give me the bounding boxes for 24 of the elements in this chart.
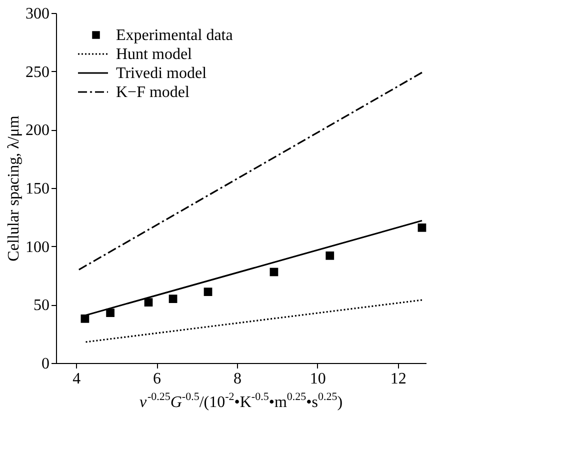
legend-label: Experimental data <box>116 27 233 44</box>
point <box>168 294 178 304</box>
point <box>418 223 426 232</box>
point <box>106 308 114 318</box>
x-tick-label: 12 <box>390 370 406 388</box>
y-tick-label: 300 <box>26 6 50 22</box>
y-tick-label: 50 <box>34 297 50 314</box>
x-tick-label: 6 <box>153 370 162 388</box>
x-tick-label: 8 <box>233 370 242 388</box>
y-tick-label: 250 <box>26 64 50 81</box>
point <box>144 298 153 307</box>
y-tick-label: 0 <box>42 356 50 372</box>
y-tick-label: 100 <box>26 238 50 256</box>
legend-label: Trivedi model <box>116 65 208 82</box>
point <box>326 251 334 260</box>
y-axis-title: Cellular spacing, λ/μm <box>6 115 22 262</box>
y-tick-label: 200 <box>26 122 50 140</box>
point <box>204 288 212 296</box>
point <box>270 268 278 276</box>
legend-label: K−F model <box>116 84 190 101</box>
x-tick-label: 4 <box>72 370 81 388</box>
x-tick-label: 10 <box>310 370 326 388</box>
legend-label: Hunt model <box>116 46 193 63</box>
y-tick-label: 150 <box>26 180 50 198</box>
